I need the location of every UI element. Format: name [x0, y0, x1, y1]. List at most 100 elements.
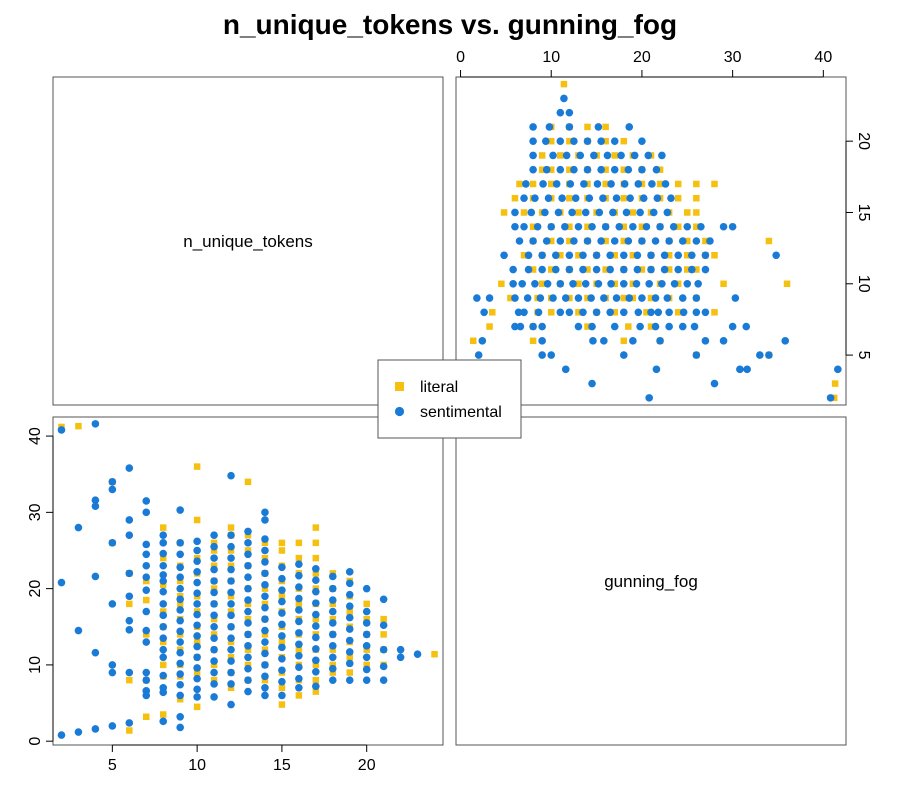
point-sentimental	[594, 279, 603, 288]
point-sentimental	[556, 308, 565, 317]
point-sentimental	[524, 251, 533, 260]
point-sentimental	[278, 597, 286, 606]
point-literal	[312, 524, 320, 531]
point-sentimental	[193, 557, 201, 565]
point-sentimental	[529, 322, 537, 331]
point-sentimental	[261, 683, 269, 692]
point-literal	[643, 309, 650, 316]
point-sentimental	[529, 151, 537, 160]
point-literal	[278, 638, 286, 646]
point-sentimental	[529, 123, 537, 131]
point-sentimental	[645, 279, 653, 288]
point-sentimental	[728, 222, 737, 231]
point-sentimental	[312, 599, 320, 607]
point-sentimental	[606, 308, 614, 317]
x-tick-label-bottom: 10	[188, 757, 206, 774]
point-sentimental	[607, 279, 615, 288]
point-sentimental	[193, 589, 201, 598]
point-sentimental	[193, 674, 201, 683]
point-sentimental	[227, 531, 235, 540]
point-sentimental	[108, 661, 117, 669]
legend-box	[377, 359, 522, 439]
point-sentimental	[278, 563, 286, 572]
point-literal	[227, 547, 235, 554]
point-sentimental	[159, 600, 168, 608]
point-literal	[711, 252, 718, 259]
point-sentimental	[278, 691, 286, 700]
point-sentimental	[556, 279, 565, 288]
point-sentimental	[511, 322, 519, 331]
point-sentimental	[176, 627, 184, 636]
point-sentimental	[312, 656, 320, 665]
point-sentimental	[362, 584, 371, 593]
point-literal	[702, 237, 709, 245]
point-sentimental	[663, 208, 672, 217]
point-literal	[261, 585, 269, 592]
point-literal	[529, 266, 537, 273]
point-literal	[210, 562, 218, 569]
point-sentimental	[278, 609, 286, 617]
point-sentimental	[108, 539, 117, 547]
point-sentimental	[609, 208, 617, 217]
point-literal	[547, 266, 555, 273]
point-sentimental	[719, 222, 728, 231]
point-sentimental	[647, 308, 655, 317]
point-literal	[159, 554, 167, 562]
point-sentimental	[278, 677, 286, 686]
point-sentimental	[176, 539, 184, 547]
point-sentimental	[328, 642, 337, 650]
point-sentimental	[74, 728, 83, 736]
point-literal	[176, 577, 184, 585]
point-literal	[629, 252, 637, 259]
point-sentimental	[261, 661, 269, 669]
point-sentimental	[570, 137, 578, 145]
point-literal	[602, 166, 609, 173]
point-sentimental	[176, 573, 184, 581]
point-literal	[210, 676, 218, 684]
point-sentimental	[619, 251, 628, 260]
point-literal	[575, 280, 582, 288]
point-literal	[329, 615, 337, 623]
point-sentimental	[533, 222, 542, 231]
point-literal	[674, 309, 682, 316]
point-sentimental	[556, 237, 565, 245]
point-sentimental	[579, 251, 587, 260]
point-sentimental	[610, 137, 619, 145]
point-sentimental	[193, 685, 201, 694]
point-sentimental	[556, 108, 565, 117]
point-sentimental	[108, 722, 117, 730]
point-sentimental	[678, 237, 687, 245]
point-sentimental	[362, 630, 371, 639]
point-sentimental	[531, 194, 539, 203]
point-literal	[295, 554, 303, 562]
point-literal	[278, 547, 286, 554]
point-literal	[547, 309, 555, 316]
point-sentimental	[295, 583, 303, 591]
point-sentimental	[706, 237, 714, 245]
point-sentimental	[159, 622, 168, 631]
point-sentimental	[227, 622, 235, 631]
point-literal	[720, 280, 727, 288]
point-sentimental	[278, 666, 286, 675]
point-literal	[638, 266, 646, 273]
point-literal	[602, 180, 609, 188]
point-sentimental	[697, 222, 705, 231]
point-sentimental	[261, 603, 269, 612]
point-sentimental	[193, 664, 201, 672]
point-sentimental	[683, 222, 692, 231]
point-sentimental	[57, 578, 66, 587]
point-sentimental	[176, 723, 184, 732]
point-sentimental	[541, 137, 550, 145]
y-tick-label-right: 10	[855, 275, 872, 293]
point-literal	[602, 237, 609, 245]
point-literal	[261, 554, 269, 562]
point-literal	[498, 280, 505, 288]
point-sentimental	[159, 717, 168, 726]
point-sentimental	[125, 569, 134, 578]
point-sentimental	[91, 496, 100, 504]
point-literal	[159, 608, 167, 615]
point-literal	[143, 631, 150, 638]
point-sentimental	[261, 672, 269, 681]
point-literal	[557, 152, 564, 159]
point-sentimental	[227, 577, 235, 585]
